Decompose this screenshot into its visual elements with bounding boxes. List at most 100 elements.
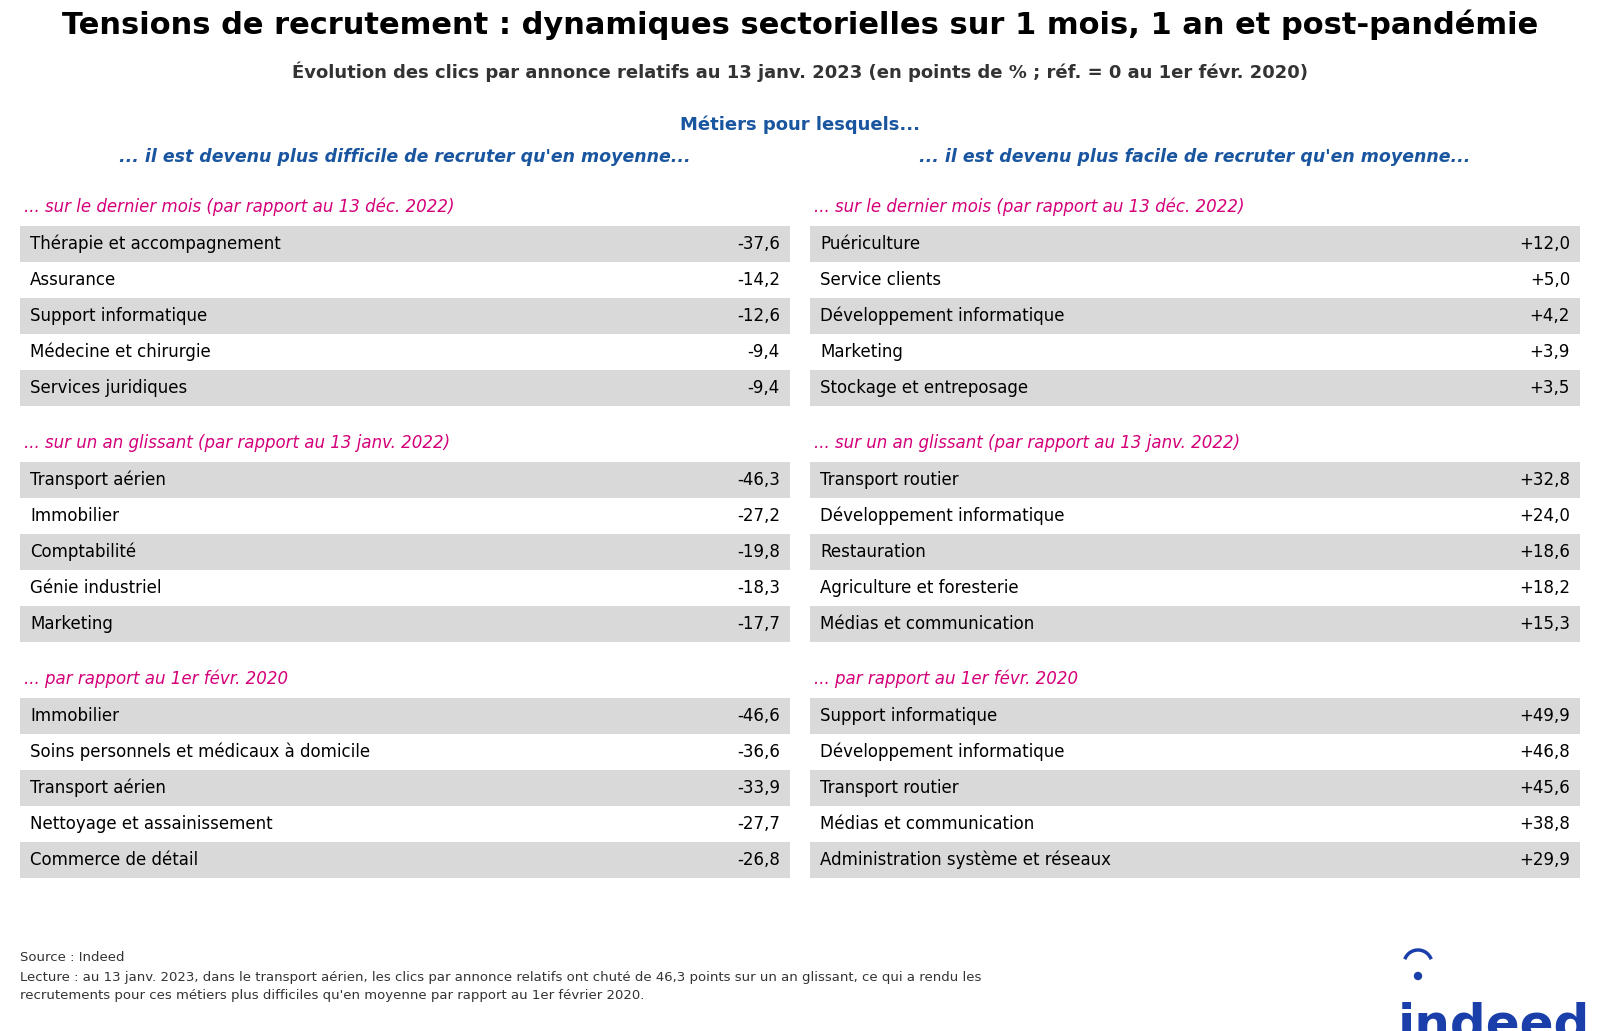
Text: ... sur le dernier mois (par rapport au 13 déc. 2022): ... sur le dernier mois (par rapport au … (24, 198, 454, 217)
Text: Évolution des clics par annonce relatifs au 13 janv. 2023 (en points de % ; réf.: Évolution des clics par annonce relatifs… (291, 62, 1309, 82)
Bar (19, 226, 790, 262)
Text: Nettoyage et assainissement: Nettoyage et assainissement (30, 814, 272, 833)
Text: Immobilier: Immobilier (30, 707, 118, 725)
Text: Support informatique: Support informatique (819, 707, 997, 725)
Text: Restauration: Restauration (819, 543, 926, 561)
Text: +24,0: +24,0 (1518, 507, 1570, 525)
Text: Agriculture et foresterie: Agriculture et foresterie (819, 579, 1019, 597)
Text: Génie industriel: Génie industriel (30, 579, 162, 597)
Bar (19, 462, 790, 498)
Text: -19,8: -19,8 (738, 543, 781, 561)
Text: -9,4: -9,4 (747, 343, 781, 361)
Text: -36,6: -36,6 (738, 743, 781, 761)
Bar (810, 770, 1581, 806)
Bar (810, 498, 1581, 534)
Bar (19, 498, 790, 534)
Bar (810, 734, 1581, 770)
Bar (810, 226, 1581, 262)
Text: +3,5: +3,5 (1530, 379, 1570, 397)
Text: -33,9: -33,9 (738, 779, 781, 797)
Text: +46,8: +46,8 (1520, 743, 1570, 761)
Bar (19, 570, 790, 606)
Text: -17,7: -17,7 (738, 616, 781, 633)
Circle shape (1414, 972, 1421, 979)
Text: +38,8: +38,8 (1518, 814, 1570, 833)
Text: +12,0: +12,0 (1518, 235, 1570, 253)
Text: Services juridiques: Services juridiques (30, 379, 187, 397)
Text: Transport routier: Transport routier (819, 779, 958, 797)
Text: Comptabilité: Comptabilité (30, 542, 136, 561)
Text: Soins personnels et médicaux à domicile: Soins personnels et médicaux à domicile (30, 742, 370, 761)
Text: -12,6: -12,6 (738, 307, 781, 325)
Text: indeed: indeed (1398, 1001, 1590, 1031)
Bar (810, 570, 1581, 606)
Bar (810, 298, 1581, 334)
Text: Développement informatique: Développement informatique (819, 507, 1064, 525)
Bar (810, 606, 1581, 642)
Bar (19, 806, 790, 842)
Text: Stockage et entreposage: Stockage et entreposage (819, 379, 1029, 397)
Bar (19, 298, 790, 334)
Bar (810, 698, 1581, 734)
Text: ... il est devenu plus facile de recruter qu'en moyenne...: ... il est devenu plus facile de recrute… (920, 148, 1470, 166)
Text: Transport aérien: Transport aérien (30, 778, 166, 797)
Text: Administration système et réseaux: Administration système et réseaux (819, 851, 1110, 869)
Text: Assurance: Assurance (30, 271, 117, 289)
Text: Marketing: Marketing (30, 616, 114, 633)
Text: -14,2: -14,2 (738, 271, 781, 289)
Text: -26,8: -26,8 (738, 851, 781, 869)
Text: Transport aérien: Transport aérien (30, 471, 166, 490)
Bar (810, 842, 1581, 878)
Text: ... par rapport au 1er févr. 2020: ... par rapport au 1er févr. 2020 (24, 670, 288, 689)
Text: ... sur le dernier mois (par rapport au 13 déc. 2022): ... sur le dernier mois (par rapport au … (814, 198, 1245, 217)
Text: Développement informatique: Développement informatique (819, 307, 1064, 325)
Text: -46,6: -46,6 (738, 707, 781, 725)
Text: ... par rapport au 1er févr. 2020: ... par rapport au 1er févr. 2020 (814, 670, 1078, 689)
Text: recrutements pour ces métiers plus difficiles qu'en moyenne par rapport au 1er f: recrutements pour ces métiers plus diffi… (19, 989, 645, 1002)
Bar (19, 534, 790, 570)
Text: -46,3: -46,3 (738, 471, 781, 489)
Text: Tensions de recrutement : dynamiques sectorielles sur 1 mois, 1 an et post-pandé: Tensions de recrutement : dynamiques sec… (62, 10, 1538, 40)
Text: Développement informatique: Développement informatique (819, 742, 1064, 761)
Text: +18,6: +18,6 (1518, 543, 1570, 561)
Text: ... sur un an glissant (par rapport au 13 janv. 2022): ... sur un an glissant (par rapport au 1… (814, 434, 1240, 452)
Text: -18,3: -18,3 (738, 579, 781, 597)
Text: Médias et communication: Médias et communication (819, 814, 1034, 833)
Text: Métiers pour lesquels...: Métiers pour lesquels... (680, 115, 920, 133)
Text: +3,9: +3,9 (1530, 343, 1570, 361)
Bar (19, 734, 790, 770)
Bar (19, 606, 790, 642)
Bar (810, 462, 1581, 498)
Bar (19, 262, 790, 298)
Bar (19, 698, 790, 734)
Bar (810, 534, 1581, 570)
Text: +5,0: +5,0 (1530, 271, 1570, 289)
Bar (19, 334, 790, 370)
Text: ... sur un an glissant (par rapport au 13 janv. 2022): ... sur un an glissant (par rapport au 1… (24, 434, 450, 452)
Text: Marketing: Marketing (819, 343, 902, 361)
Text: Transport routier: Transport routier (819, 471, 958, 489)
Bar (19, 770, 790, 806)
Text: -27,7: -27,7 (738, 814, 781, 833)
Text: +45,6: +45,6 (1520, 779, 1570, 797)
Bar (810, 262, 1581, 298)
Text: -37,6: -37,6 (738, 235, 781, 253)
Text: -9,4: -9,4 (747, 379, 781, 397)
Text: Thérapie et accompagnement: Thérapie et accompagnement (30, 235, 280, 254)
Text: Service clients: Service clients (819, 271, 941, 289)
Bar (810, 334, 1581, 370)
Text: Immobilier: Immobilier (30, 507, 118, 525)
Text: Commerce de détail: Commerce de détail (30, 851, 198, 869)
Text: Puériculture: Puériculture (819, 235, 920, 253)
Bar (19, 370, 790, 406)
Text: +29,9: +29,9 (1518, 851, 1570, 869)
Text: +4,2: +4,2 (1530, 307, 1570, 325)
Text: Source : Indeed: Source : Indeed (19, 951, 125, 964)
Text: +49,9: +49,9 (1520, 707, 1570, 725)
Text: +15,3: +15,3 (1518, 616, 1570, 633)
Text: +32,8: +32,8 (1518, 471, 1570, 489)
Text: ... il est devenu plus difficile de recruter qu'en moyenne...: ... il est devenu plus difficile de recr… (118, 148, 691, 166)
Text: Support informatique: Support informatique (30, 307, 208, 325)
Text: +18,2: +18,2 (1518, 579, 1570, 597)
Text: Médecine et chirurgie: Médecine et chirurgie (30, 342, 211, 361)
